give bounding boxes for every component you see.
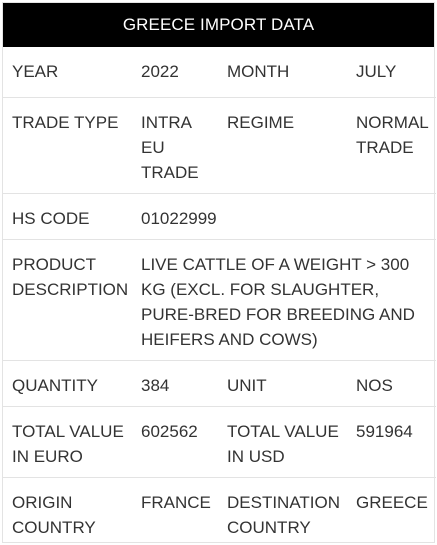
regime-label: REGIME [218, 97, 347, 194]
year-label: YEAR [3, 47, 132, 98]
origin-country-value: FRANCE [141, 492, 211, 512]
origin-country-label: ORIGIN COUNTRY [12, 492, 96, 537]
table-row-year: YEAR 2022 MONTH JULY [3, 47, 436, 98]
year-value: 2022 [132, 47, 218, 98]
card-title: GREECE IMPORT DATA [3, 3, 434, 47]
destination-country-label: DESTINATION COUNTRY [227, 492, 341, 537]
unit-label: UNIT [218, 360, 347, 407]
table-row-hs-code: HS CODE 01022999 [3, 193, 436, 240]
hs-code-label: HS CODE [3, 193, 132, 240]
table-row-quantity: QUANTITY 384 UNIT NOS [3, 360, 436, 407]
regime-value: NORMAL TRADE [347, 97, 436, 194]
total-value-usd-label: TOTAL VALUE IN USD [218, 406, 347, 478]
import-data-table: YEAR 2022 MONTH JULY TRADE TYPE INTRA EU… [3, 47, 436, 543]
table-row-country: ORIGIN COUNTRY FRANCE DESTINATION COUNTR… [3, 477, 436, 543]
table-row-total-value: TOTAL VALUE IN EURO 602562 TOTAL VALUE I… [3, 406, 436, 478]
month-label: MONTH [218, 47, 347, 98]
unit-value: NOS [347, 360, 436, 407]
product-description-value: LIVE CATTLE OF A WEIGHT > 300 KG (EXCL. … [132, 239, 436, 361]
destination-country-value: GREECE [356, 492, 428, 512]
hs-code-value: 01022999 [132, 193, 436, 240]
month-value: JULY [347, 47, 436, 98]
quantity-value: 384 [132, 360, 218, 407]
total-value-euro-value: 602562 [132, 406, 218, 478]
product-description-label: PRODUCT DESCRIPTION [3, 239, 132, 361]
table-row-product-description: PRODUCT DESCRIPTION LIVE CATTLE OF A WEI… [3, 239, 436, 361]
total-value-usd-value: 591964 [347, 406, 436, 478]
quantity-label: QUANTITY [3, 360, 132, 407]
trade-type-value: INTRA EU TRADE [132, 97, 218, 194]
trade-type-label: TRADE TYPE [3, 97, 132, 194]
table-row-trade-type: TRADE TYPE INTRA EU TRADE REGIME NORMAL … [3, 97, 436, 194]
total-value-euro-label: TOTAL VALUE IN EURO [3, 406, 132, 478]
